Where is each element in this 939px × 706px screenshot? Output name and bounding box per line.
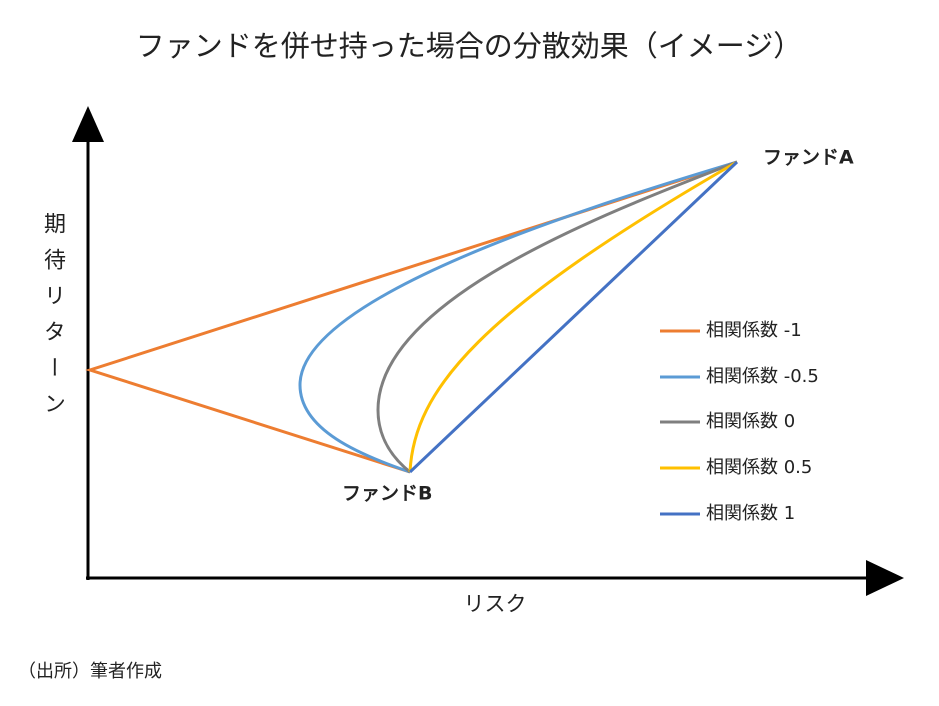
y-axis-label: 期待リターン: [40, 212, 65, 428]
curve-rho-1: [408, 160, 739, 474]
legend-label: 相関係数 -1: [706, 320, 802, 341]
point-label: ファンドB: [342, 483, 432, 505]
legend-label: 相関係数 0: [706, 411, 795, 432]
x-arrow: [866, 560, 904, 596]
chart-title: ファンドを併せ持った場合の分散効果（イメージ）: [136, 29, 802, 63]
x-axis-label: リスク: [464, 592, 527, 616]
curve-rho-05: [408, 160, 738, 473]
curve-rho-m05: [298, 160, 738, 474]
point-label: ファンドA: [763, 147, 854, 169]
legend-label: 相関係数 1: [706, 503, 795, 524]
y-arrow: [72, 106, 104, 142]
legend-label: 相関係数 0.5: [706, 457, 812, 478]
curve-rho-m1: [85, 160, 738, 474]
legend-label: 相関係数 -0.5: [706, 366, 819, 387]
source: （出所）筆者作成: [18, 661, 162, 682]
legend: 相関係数 -1 相関係数 -0.5 相関係数 0 相関係数 0.5 相関係数 1: [660, 320, 819, 524]
curve-rho-0: [376, 160, 738, 474]
